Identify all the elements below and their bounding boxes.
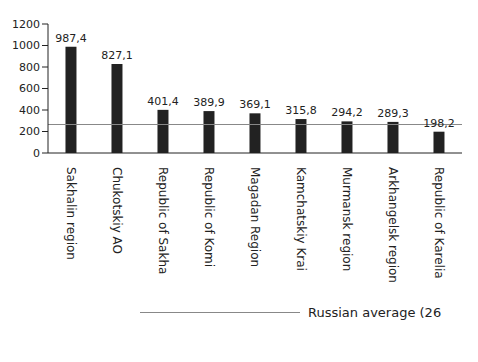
svg-text:369,1: 369,1 (239, 98, 271, 111)
svg-text:289,3: 289,3 (377, 107, 409, 120)
svg-text:401,4: 401,4 (147, 95, 179, 108)
svg-text:Murmansk region: Murmansk region (340, 167, 354, 271)
svg-text:827,1: 827,1 (101, 49, 133, 62)
svg-text:Magadan Region: Magadan Region (248, 167, 262, 267)
svg-text:600: 600 (19, 82, 40, 95)
html-text:Russian average (26: Russian average (26 (308, 305, 442, 320)
svg-text:987,4: 987,4 (55, 32, 87, 45)
svg-text:315,8: 315,8 (285, 104, 317, 117)
svg-text:389,9: 389,9 (193, 96, 225, 109)
svg-text:1000: 1000 (12, 39, 40, 52)
svg-text:Republic of Komi: Republic of Komi (202, 167, 216, 267)
svg-text:Republic of Sakha: Republic of Sakha (156, 167, 170, 274)
svg-text:800: 800 (19, 61, 40, 74)
svg-text:Kamchatskiy Krai: Kamchatskiy Krai (294, 167, 308, 271)
svg-text:Chukotskiy AO: Chukotskiy AO (110, 167, 124, 254)
svg-text:Republic of Karelia: Republic of Karelia (432, 167, 446, 279)
svg-text:1200: 1200 (12, 18, 40, 31)
svg-text:294,2: 294,2 (331, 106, 363, 119)
svg-text:400: 400 (19, 104, 40, 117)
svg-text:200: 200 (19, 125, 40, 138)
svg-text:Arkhangelsk region: Arkhangelsk region (386, 167, 400, 283)
svg-text:0: 0 (33, 147, 40, 160)
svg-text:198,2: 198,2 (423, 117, 455, 130)
svg-text:Sakhalin region: Sakhalin region (64, 167, 78, 260)
